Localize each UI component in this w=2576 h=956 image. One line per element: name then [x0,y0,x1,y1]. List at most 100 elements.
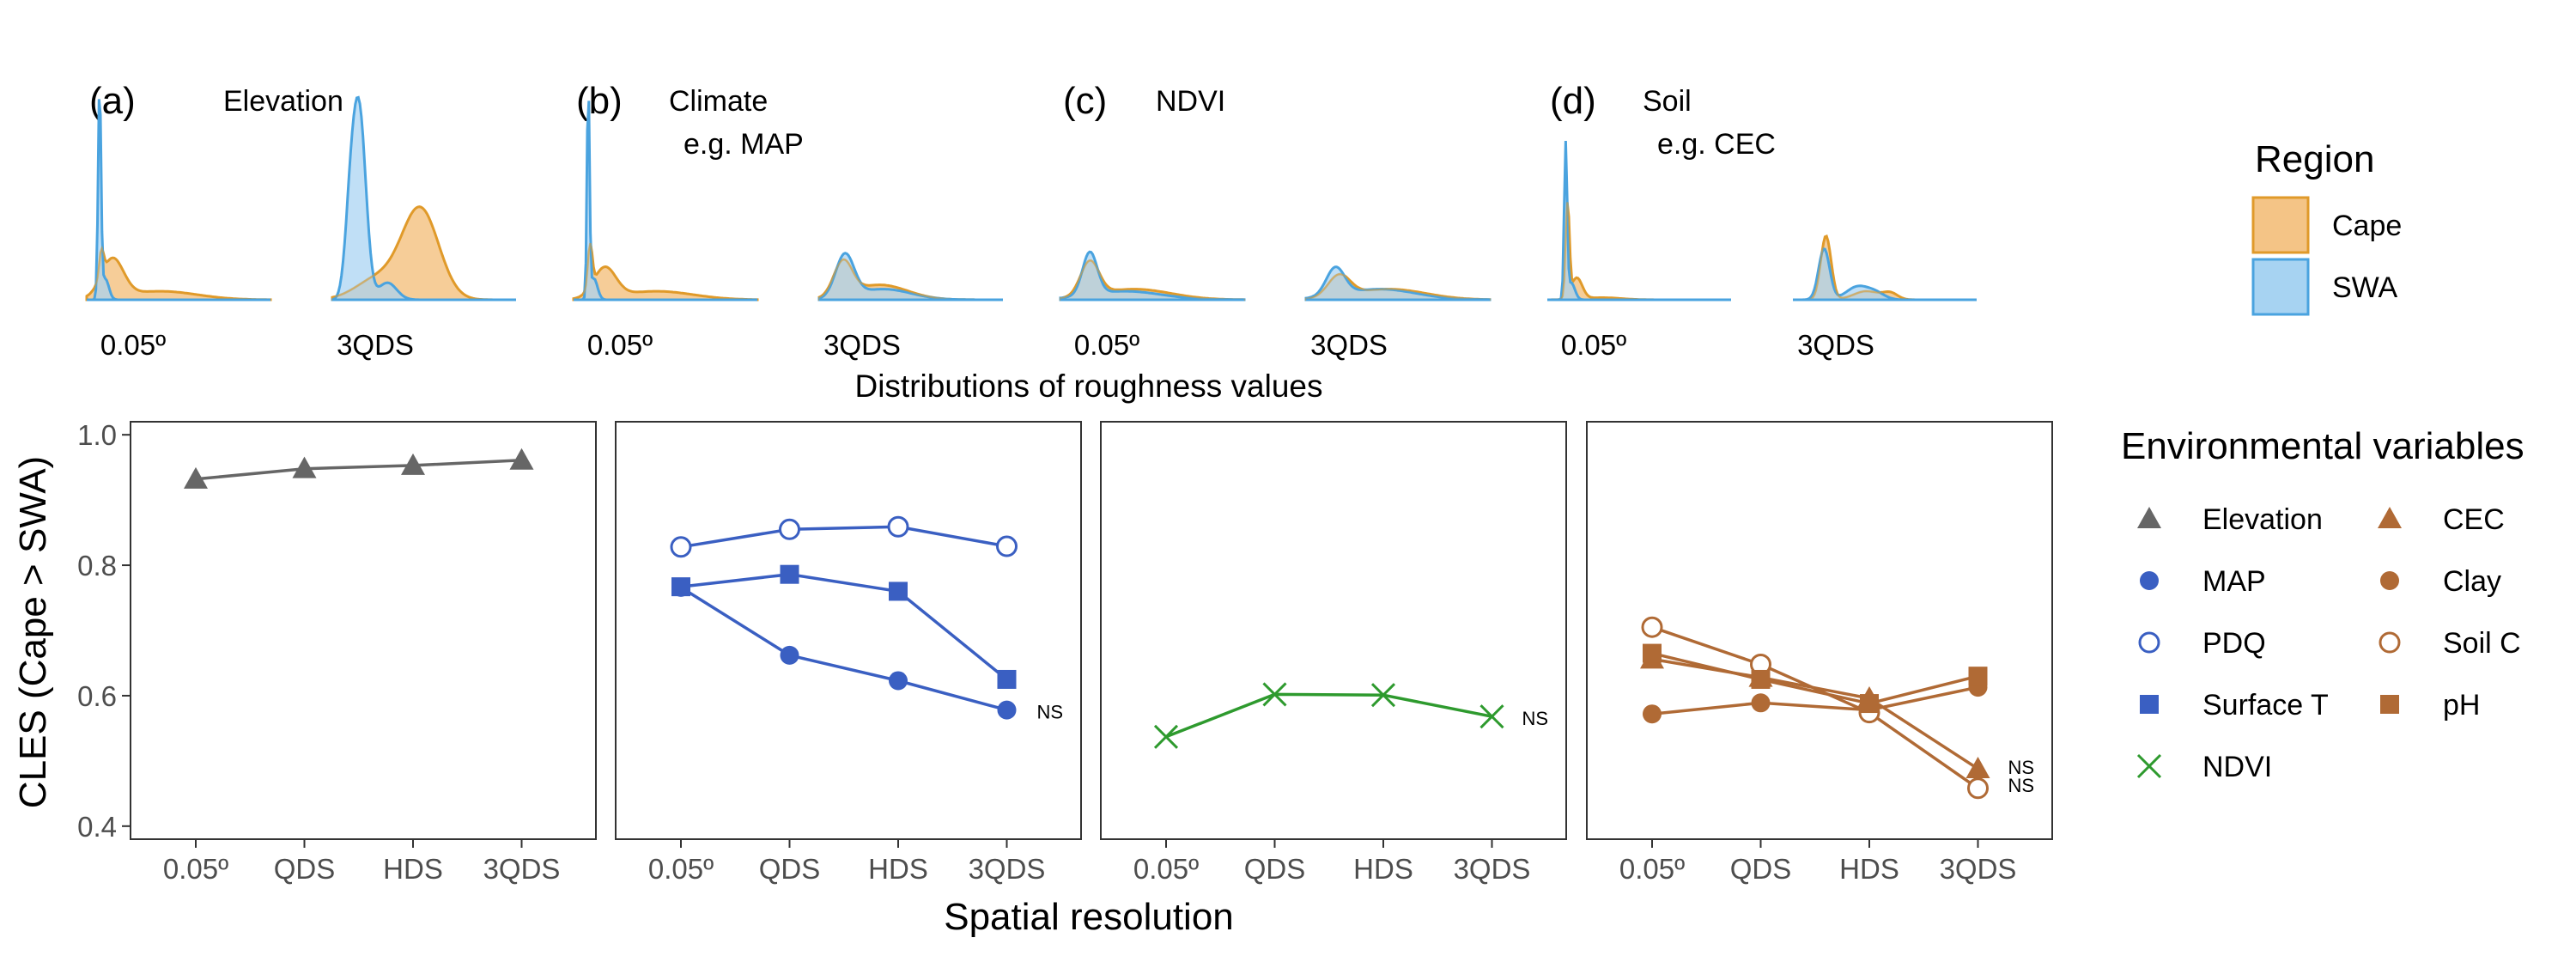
cles-panel-3: 0.05º QDS HDS 3QDS NS [1100,421,1567,885]
distribution-panel-3: (c) NDVI 0.05º 3QDS [1059,80,1492,361]
panel-sublabel: e.g. CEC [1657,128,1776,161]
marker-open-circle [670,536,692,558]
panel-tag: (d) [1550,80,1596,122]
x-tick-label: HDS [383,853,443,885]
ns-annotation: NS [1522,708,1549,729]
distribution-x-label: 0.05º [587,329,653,361]
region-legend: Region Cape SWA [2251,138,2402,316]
y-axis-label: CLES (Cape > SWA) [12,456,54,808]
x-tick-label: 3QDS [1940,853,2017,885]
panel-sublabel: e.g. MAP [683,128,804,161]
x-tick-label: 0.05º [1133,853,1199,885]
series-soil-c [1641,616,1989,800]
density-cape-outline [1305,273,1491,301]
series-surface-t [671,564,1017,689]
marker-circle [997,700,1017,720]
density-swa [1059,250,1246,301]
distribution-x-label: 0.05º [100,329,166,361]
marker-triangle [184,466,208,489]
marker-circle [889,671,908,691]
x-tick-label: HDS [868,853,928,885]
marker-square [997,669,1017,689]
marker-open-circle [2379,631,2401,654]
series-line [680,525,1007,549]
marker-triangle [2137,507,2161,528]
region-legend-label: SWA [2332,271,2398,304]
panel-label: Elevation [223,85,343,118]
marker-square [1860,694,1879,714]
y-tick-label: 0.6 [77,680,117,712]
marker-x [1153,724,1179,749]
marker-square [671,577,690,597]
series-map [671,577,1017,720]
region-legend-title: Region [2255,138,2374,180]
series-clay [1643,678,1988,724]
marker-square [1751,669,1771,689]
ns-annotation: NS [2008,775,2035,796]
panel-frame [1100,421,1567,840]
marker-open-circle [1967,777,1989,800]
x-axis-label: Spatial resolution [944,896,1234,938]
panel-label: NDVI [1156,85,1225,118]
env-legend-label: MAP [2202,565,2266,598]
marker-circle [2140,571,2159,590]
ns-annotation: NS [2008,757,2035,778]
marker-square [2140,695,2159,714]
series-line [1651,625,1979,790]
density-cape [1547,202,1731,301]
ns-annotation: NS [1037,702,1064,723]
density-swa [1304,265,1492,301]
x-tick-label: 0.05º [163,853,228,885]
series-pdq [670,515,1018,558]
panel-tag: (c) [1063,80,1107,122]
env-legend-label: NDVI [2202,751,2272,783]
env-legend-label: Clay [2443,565,2501,598]
panel-label: Soil [1643,85,1692,118]
marker-triangle [2378,507,2402,528]
distribution-x-label: 3QDS [1310,329,1388,361]
marker-square [780,564,799,584]
y-tick-label: 0.4 [77,811,117,843]
marker-x [1370,683,1396,708]
y-tick-label: 1.0 [77,419,117,451]
marker-square [1643,643,1662,663]
region-swatch-cape [2251,196,2310,254]
x-tick-label: HDS [1353,853,1413,885]
marker-x [2136,753,2162,779]
distribution-x-label: 3QDS [823,329,901,361]
series-line [1165,692,1492,739]
marker-open-circle [2138,631,2160,654]
panel-label: Climate [669,85,768,118]
distribution-panel-4: (d) Soil e.g. CEC 0.05º 3QDS [1547,80,1977,361]
cles-panels: 0.4 0.6 0.8 1.0 0.05º QDS HDS 3QDS 0.05º QDS HDS 3Q… [77,419,2053,885]
env-legend-label: PDQ [2202,627,2266,660]
series-ph [1643,643,1988,714]
distributions-title: Distributions of roughness values [854,368,1322,404]
marker-square [889,582,908,601]
marker-triangle [292,456,317,478]
series-line [195,459,522,481]
env-legend-label: pH [2443,689,2480,722]
marker-square [1968,667,1988,686]
x-tick-label: 3QDS [1454,853,1531,885]
marker-triangle [401,453,425,475]
env-legend-title: Environmental variables [2121,425,2524,467]
series-elevation [184,448,534,489]
panel-tag: (b) [576,80,623,122]
env-legend-label: Surface T [2202,689,2329,722]
marker-circle [2380,571,2399,590]
panel-frame [1586,421,2053,840]
x-tick-label: 0.05º [1619,853,1685,885]
series-line [680,572,1008,681]
x-tick-label: 0.05º [648,853,714,885]
x-tick-label: QDS [1244,853,1306,885]
marker-x [1479,704,1504,729]
env-legend-label: CEC [2443,503,2505,536]
x-tick-label: 3QDS [969,853,1046,885]
series-line [1651,657,1979,770]
x-tick-label: QDS [274,853,336,885]
marker-circle [1643,704,1662,724]
y-tick-label: 0.8 [77,550,117,582]
region-legend-label: Cape [2332,210,2402,242]
